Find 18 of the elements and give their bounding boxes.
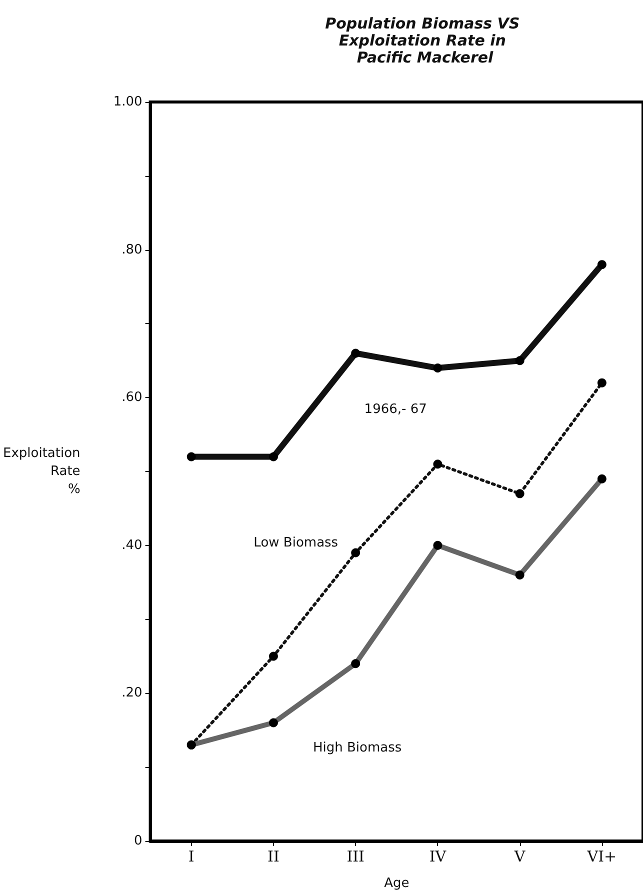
x-tick-label: V bbox=[513, 848, 526, 866]
x-tick-label: II bbox=[268, 848, 280, 866]
x-tick-label: IV bbox=[429, 848, 448, 866]
text: 1966,- 67 bbox=[364, 402, 427, 417]
x-axis-title: Age bbox=[384, 876, 410, 891]
x-tick-label: I bbox=[188, 848, 194, 866]
y-tick-label: .80 bbox=[122, 242, 142, 258]
text: High Biomass bbox=[312, 740, 402, 756]
y-tick-label: .20 bbox=[122, 686, 142, 701]
y-axis-title: Exploitation Rate % bbox=[2, 446, 80, 497]
x-tick-label: VI+ bbox=[586, 848, 617, 866]
x-tick-label: III bbox=[346, 848, 365, 866]
y-tick-label: 0 bbox=[134, 834, 142, 848]
y-tick-label: .60 bbox=[122, 390, 142, 406]
chart-title: Population Biomass VS Exploitation Rate in Pacific Mackerel bbox=[325, 14, 525, 66]
y-tick-label: .40 bbox=[122, 538, 142, 553]
y-tick-label: 1.00 bbox=[113, 94, 142, 110]
series-label: Low Biomass bbox=[254, 535, 338, 550]
